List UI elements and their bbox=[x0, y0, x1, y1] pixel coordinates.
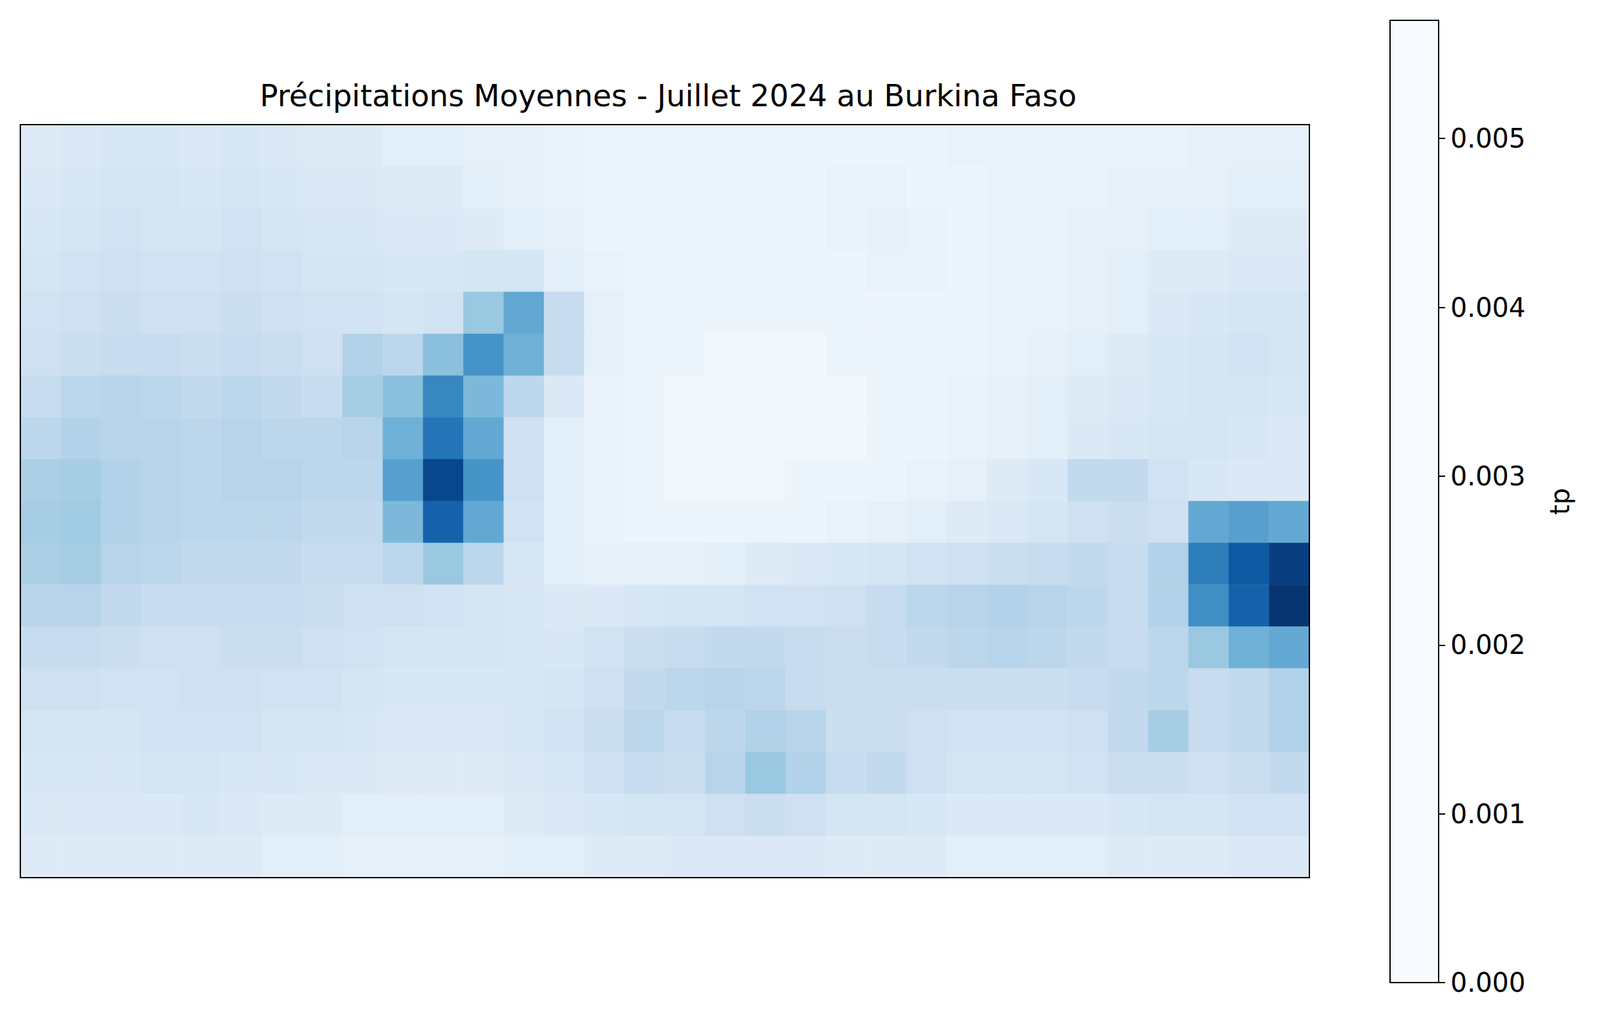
svg-text:0.000: 0.000 bbox=[1450, 967, 1526, 998]
svg-text:0.005: 0.005 bbox=[1450, 123, 1526, 154]
svg-text:Précipitations Moyennes - Juil: Précipitations Moyennes - Juillet 2024 a… bbox=[259, 78, 1077, 114]
svg-text:0.004: 0.004 bbox=[1450, 292, 1526, 323]
svg-text:0.003: 0.003 bbox=[1450, 461, 1526, 492]
svg-text:0.001: 0.001 bbox=[1450, 799, 1526, 830]
svg-text:0.002: 0.002 bbox=[1450, 629, 1526, 660]
svg-text:tp: tp bbox=[1544, 488, 1576, 515]
